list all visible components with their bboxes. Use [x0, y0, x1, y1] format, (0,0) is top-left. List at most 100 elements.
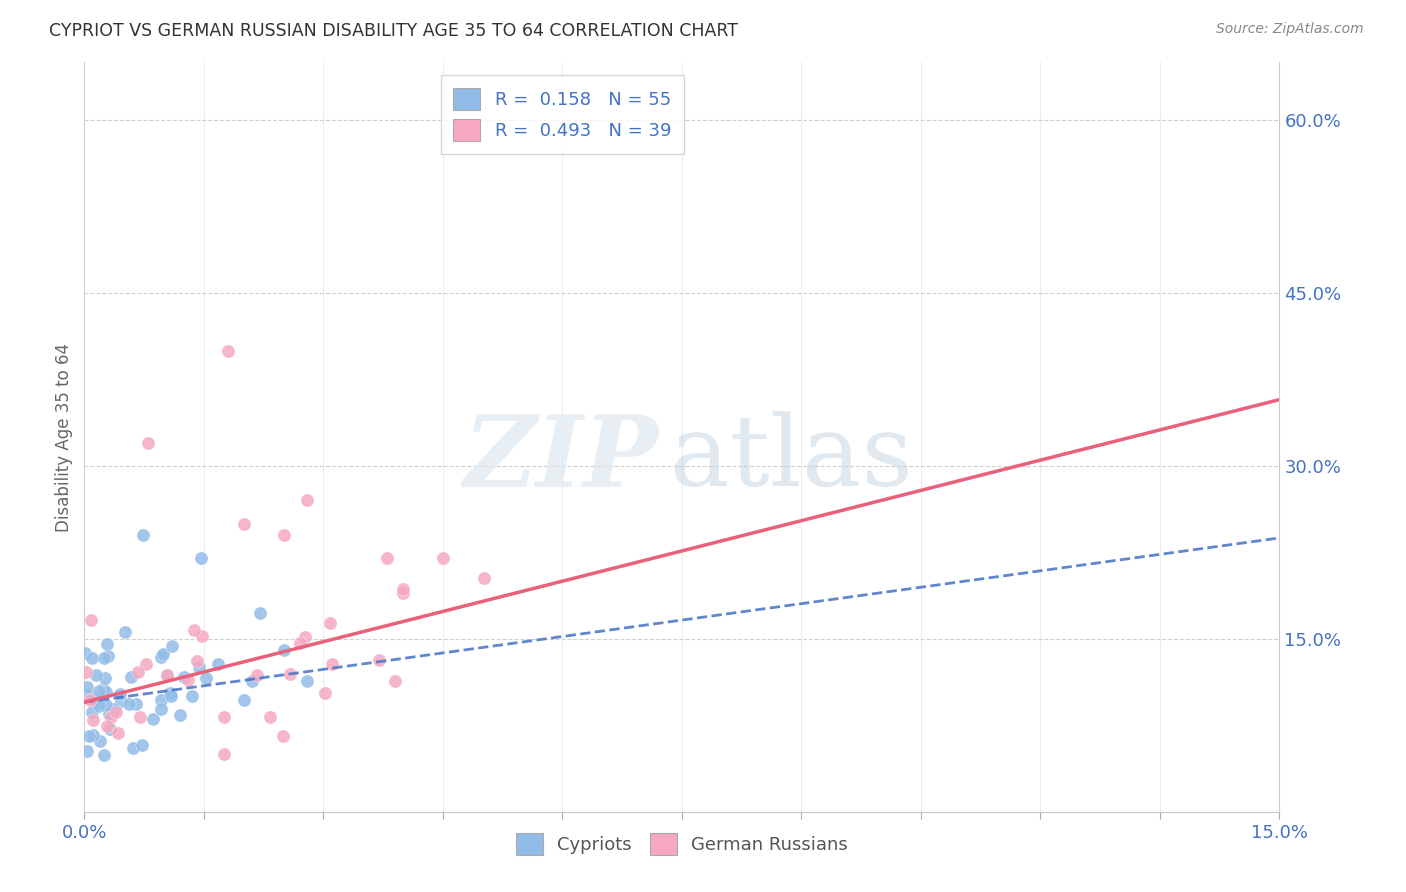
- Point: [104, 706, 127, 720]
- Point: [96, 637, 118, 651]
- Point: [290, 636, 312, 650]
- Y-axis label: Disability Age 35 to 64: Disability Age 35 to 64: [55, 343, 73, 532]
- Point: [136, 435, 159, 450]
- Point: [169, 707, 191, 722]
- Point: [278, 667, 301, 681]
- Point: [160, 639, 183, 653]
- Point: [114, 624, 136, 639]
- Point: [75, 646, 97, 660]
- Point: [212, 747, 235, 761]
- Point: [93, 651, 115, 665]
- Legend: Cypriots, German Russians: Cypriots, German Russians: [509, 826, 855, 863]
- Point: [392, 582, 415, 597]
- Point: [87, 698, 110, 713]
- Point: [80, 705, 103, 719]
- Point: [89, 734, 111, 748]
- Point: [77, 729, 100, 743]
- Point: [156, 668, 179, 682]
- Point: [127, 665, 149, 679]
- Point: [135, 657, 157, 671]
- Point: [176, 673, 198, 687]
- Point: [217, 343, 239, 358]
- Point: [160, 689, 183, 703]
- Point: [103, 702, 125, 716]
- Point: [297, 493, 319, 508]
- Point: [181, 689, 204, 703]
- Text: Source: ZipAtlas.com: Source: ZipAtlas.com: [1216, 22, 1364, 37]
- Point: [240, 673, 263, 688]
- Point: [186, 654, 208, 668]
- Point: [368, 653, 391, 667]
- Text: CYPRIOT VS GERMAN RUSSIAN DISABILITY AGE 35 TO 64 CORRELATION CHART: CYPRIOT VS GERMAN RUSSIAN DISABILITY AGE…: [49, 22, 738, 40]
- Point: [273, 528, 295, 542]
- Point: [131, 739, 153, 753]
- Point: [195, 671, 218, 685]
- Point: [76, 688, 98, 702]
- Point: [246, 668, 269, 682]
- Point: [98, 722, 121, 736]
- Point: [249, 606, 271, 620]
- Point: [149, 650, 172, 665]
- Point: [76, 681, 98, 695]
- Point: [84, 697, 107, 711]
- Point: [190, 551, 212, 566]
- Point: [79, 693, 101, 707]
- Point: [120, 670, 142, 684]
- Point: [232, 516, 254, 531]
- Point: [132, 528, 155, 542]
- Point: [108, 687, 131, 701]
- Point: [142, 713, 165, 727]
- Point: [314, 686, 336, 700]
- Point: [319, 615, 342, 630]
- Point: [80, 613, 103, 627]
- Point: [149, 702, 172, 716]
- Point: [384, 673, 406, 688]
- Point: [91, 681, 114, 696]
- Point: [86, 667, 108, 681]
- Point: [207, 657, 229, 672]
- Point: [212, 709, 235, 723]
- Point: [96, 719, 118, 733]
- Point: [75, 665, 97, 680]
- Point: [232, 692, 254, 706]
- Point: [259, 710, 281, 724]
- Point: [173, 670, 195, 684]
- Point: [156, 668, 179, 682]
- Point: [273, 642, 295, 657]
- Point: [432, 551, 454, 566]
- Point: [129, 709, 152, 723]
- Point: [98, 706, 121, 721]
- Point: [94, 671, 117, 685]
- Point: [152, 647, 174, 661]
- Point: [82, 713, 104, 727]
- Point: [94, 698, 117, 713]
- Point: [97, 648, 120, 663]
- Point: [294, 630, 316, 644]
- Point: [80, 651, 103, 665]
- Point: [297, 674, 319, 689]
- Point: [76, 744, 98, 758]
- Point: [96, 685, 118, 699]
- Text: ZIP: ZIP: [463, 411, 658, 508]
- Point: [472, 571, 495, 585]
- Point: [110, 694, 132, 708]
- Text: atlas: atlas: [671, 412, 912, 508]
- Point: [121, 740, 143, 755]
- Point: [392, 585, 415, 599]
- Point: [100, 710, 122, 724]
- Point: [125, 697, 148, 711]
- Point: [83, 690, 105, 705]
- Point: [117, 698, 139, 712]
- Point: [187, 660, 209, 674]
- Point: [149, 693, 172, 707]
- Point: [375, 551, 398, 566]
- Point: [273, 729, 295, 743]
- Point: [89, 683, 111, 698]
- Point: [321, 657, 343, 671]
- Point: [191, 629, 214, 643]
- Point: [183, 623, 205, 637]
- Point: [82, 729, 104, 743]
- Point: [93, 747, 115, 762]
- Point: [107, 725, 129, 739]
- Point: [159, 686, 181, 700]
